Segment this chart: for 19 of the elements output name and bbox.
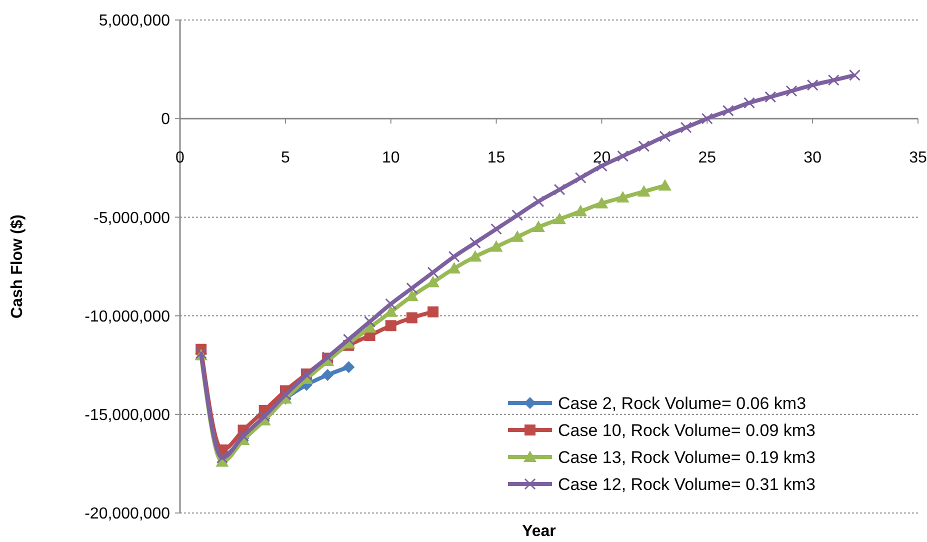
legend-label: Case 10, Rock Volume= 0.09 km3 (558, 420, 816, 440)
y-tick-label: 5,000,000 (98, 12, 170, 30)
x-tick-label: 5 (280, 150, 290, 167)
x-tick-label: 30 (804, 150, 822, 167)
y-tick-label: -10,000,000 (84, 308, 170, 326)
x-tick-label: 0 (176, 150, 185, 167)
y-axis-title: Cash Flow ($) (9, 214, 26, 319)
x-axis-title: Year (522, 523, 556, 540)
y-tick-label: -20,000,000 (84, 506, 170, 523)
x-tick-label: 10 (382, 150, 400, 167)
x-tick-label: 25 (698, 150, 716, 167)
y-tick-label: 0 (161, 111, 170, 128)
x-tick-label: 15 (487, 150, 506, 167)
y-tick-label: -15,000,000 (84, 407, 170, 424)
y-tick-label: -5,000,000 (93, 210, 170, 227)
legend-label: Case 13, Rock Volume= 0.19 km3 (558, 448, 816, 467)
legend-label: Case 12, Rock Volume= 0.31 km3 (558, 474, 816, 494)
legend-label: Case 2, Rock Volume= 0.06 km3 (558, 394, 806, 413)
x-tick-label: 35 (909, 150, 927, 167)
